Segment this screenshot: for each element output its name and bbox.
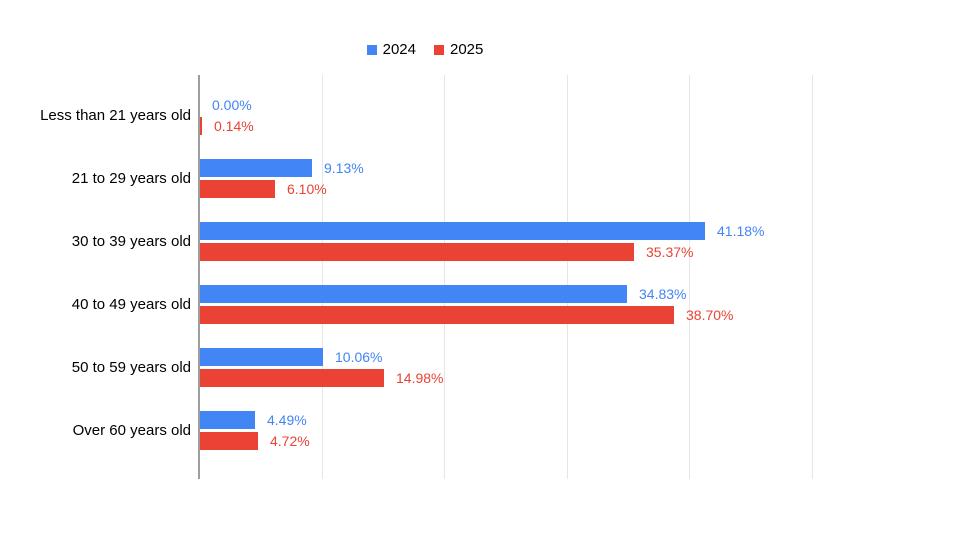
x-axis-baseline: [198, 75, 200, 479]
value-label-2025-1: 6.10%: [287, 181, 327, 197]
chart-legend: 2024 2025: [305, 41, 545, 59]
bar-2025-1[interactable]: [200, 180, 275, 198]
value-label-2025-4: 14.98%: [396, 370, 444, 386]
value-label-2025-5: 4.72%: [270, 433, 310, 449]
bar-2025-4[interactable]: [200, 369, 384, 387]
bar-2024-4[interactable]: [200, 348, 323, 366]
value-label-2024-5: 4.49%: [267, 412, 307, 428]
category-label: 21 to 29 years old: [71, 170, 191, 187]
legend-item-2024[interactable]: 2024: [366, 41, 416, 59]
x-gridline-30: [567, 75, 568, 479]
bar-2024-3[interactable]: [200, 285, 627, 303]
legend-label-2025: 2025: [450, 41, 484, 58]
value-label-2025-2: 35.37%: [646, 244, 694, 260]
bar-2025-0[interactable]: [200, 117, 202, 135]
bar-2024-2[interactable]: [200, 222, 705, 240]
bar-2025-2[interactable]: [200, 243, 634, 261]
x-gridline-40: [689, 75, 690, 479]
legend-swatch-2024-icon: [366, 45, 377, 55]
value-label-2024-1: 9.13%: [324, 160, 364, 176]
value-label-2024-2: 41.18%: [717, 223, 765, 239]
bar-2024-1[interactable]: [200, 159, 312, 177]
x-gridline-10: [322, 75, 323, 479]
legend-label-2024: 2024: [382, 41, 416, 58]
bar-2025-5[interactable]: [200, 432, 258, 450]
value-label-2024-3: 34.83%: [639, 286, 687, 302]
category-label: 50 to 59 years old: [71, 359, 191, 376]
legend-swatch-2025-icon: [434, 45, 444, 55]
x-gridline-50: [812, 75, 813, 479]
value-label-2024-4: 10.06%: [335, 349, 383, 365]
category-label: 40 to 49 years old: [71, 296, 191, 313]
legend-item-2025[interactable]: 2025: [434, 41, 483, 59]
category-label: Less than 21 years old: [40, 107, 191, 124]
category-label: Over 60 years old: [72, 422, 191, 439]
value-label-2025-0: 0.14%: [214, 118, 254, 134]
value-label-2024-0: 0.00%: [212, 97, 252, 113]
x-gridline-20: [444, 75, 445, 479]
value-label-2025-3: 38.70%: [686, 307, 734, 323]
bar-2025-3[interactable]: [200, 306, 674, 324]
bar-2024-5[interactable]: [200, 411, 255, 429]
category-label: 30 to 39 years old: [71, 233, 191, 250]
